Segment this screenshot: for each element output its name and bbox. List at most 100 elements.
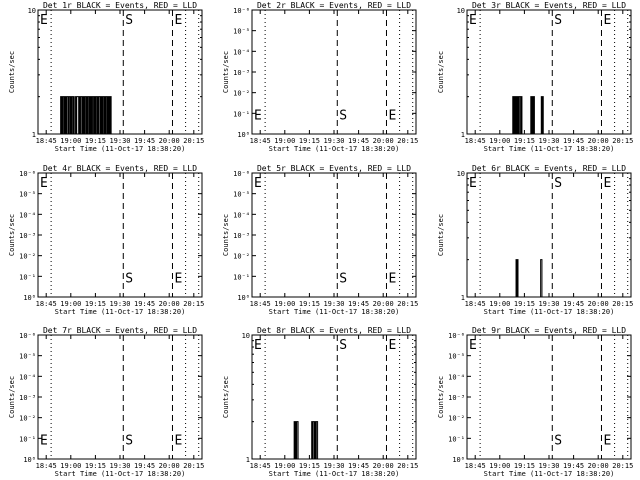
y-tick-label: 10⁻⁶ bbox=[448, 332, 465, 340]
x-tick-label: 20:00 bbox=[588, 300, 609, 308]
panel-title: Det 6r BLACK = Events, RED = LLD bbox=[472, 164, 626, 173]
marker-label-s: S bbox=[554, 13, 562, 28]
panel-det-3: Det 3r BLACK = Events, RED = LLD 1 10 Count… bbox=[437, 1, 633, 153]
y-tick-label: 10⁻³ bbox=[448, 394, 465, 402]
y-tick-label: 10⁰ bbox=[23, 456, 36, 464]
y-axis-label: Counts/sec bbox=[437, 214, 445, 256]
x-tick-label: 20:00 bbox=[588, 462, 609, 470]
x-tick-label: 19:00 bbox=[274, 462, 295, 470]
marker-label-s: S bbox=[125, 271, 133, 286]
events-series-line bbox=[515, 259, 544, 298]
x-tick-label: 20:15 bbox=[612, 300, 633, 308]
y-tick-label: 10⁻⁴ bbox=[233, 211, 250, 219]
y-tick-label: 10⁻¹ bbox=[233, 110, 250, 118]
x-tick-label: 19:00 bbox=[274, 137, 295, 145]
x-tick-label: 19:00 bbox=[60, 137, 81, 145]
x-tick-label: 19:00 bbox=[60, 300, 81, 308]
x-tick-label: 19:30 bbox=[323, 462, 344, 470]
y-tick-label: 10⁻² bbox=[19, 253, 36, 261]
marker-label-e: E bbox=[388, 271, 396, 286]
marker-label-e: E bbox=[469, 176, 477, 191]
x-axis-label: Start Time (11-Oct-17 18:38:20) bbox=[484, 145, 615, 153]
events-series-line bbox=[293, 421, 320, 460]
marker-label-e: E bbox=[254, 338, 262, 353]
x-tick-label: 19:30 bbox=[109, 137, 130, 145]
x-tick-label: 20:00 bbox=[588, 137, 609, 145]
y-tick-label: 10⁻² bbox=[233, 253, 250, 261]
marker-label-e: E bbox=[603, 176, 611, 191]
x-tick-label: 19:45 bbox=[134, 137, 155, 145]
x-tick-label: 18:45 bbox=[250, 300, 271, 308]
x-tick-label: 19:15 bbox=[514, 137, 535, 145]
x-tick-label: 20:15 bbox=[612, 137, 633, 145]
y-tick-label: 10 bbox=[242, 332, 250, 340]
y-tick-label: 10⁻¹ bbox=[448, 435, 465, 443]
panel-title: Det 8r BLACK = Events, RED = LLD bbox=[257, 326, 411, 335]
panel-title: Det 5r BLACK = Events, RED = LLD bbox=[257, 164, 411, 173]
x-tick-label: 19:15 bbox=[85, 137, 106, 145]
x-tick-label: 20:15 bbox=[397, 300, 418, 308]
y-tick-label: 10⁻⁵ bbox=[233, 191, 250, 199]
marker-label-e: E bbox=[603, 13, 611, 28]
x-axis-label: Start Time (11-Oct-17 18:38:20) bbox=[269, 470, 400, 478]
marker-label-e: E bbox=[174, 271, 182, 286]
y-tick-label: 10 bbox=[457, 170, 465, 178]
plot-frame bbox=[466, 9, 632, 135]
panel-det-4: Det 4r BLACK = Events, RED = LLD 10⁰ 10⁻¹ 1… bbox=[8, 164, 204, 316]
events-series-line bbox=[60, 96, 113, 135]
y-axis-label: Counts/sec bbox=[222, 214, 230, 256]
x-tick-label: 19:00 bbox=[60, 462, 81, 470]
y-tick-label: 10⁻⁴ bbox=[19, 373, 36, 381]
x-tick-label: 19:15 bbox=[299, 300, 320, 308]
x-tick-label: 18:45 bbox=[36, 137, 57, 145]
y-tick-label: 10⁻³ bbox=[233, 69, 250, 77]
x-tick-label: 19:15 bbox=[85, 300, 106, 308]
marker-label-e: E bbox=[388, 108, 396, 123]
panel-title: Det 9r BLACK = Events, RED = LLD bbox=[472, 326, 626, 335]
y-tick-label: 10⁻⁴ bbox=[233, 48, 250, 56]
y-tick-label: 1 bbox=[32, 131, 36, 139]
marker-label-e: E bbox=[40, 176, 48, 191]
marker-label-s: S bbox=[125, 13, 133, 28]
panel-det-6: Det 6r BLACK = Events, RED = LLD 1 10 Count… bbox=[437, 164, 633, 316]
y-tick-label: 1 bbox=[461, 131, 465, 139]
y-tick-label: 1 bbox=[461, 294, 465, 302]
y-tick-label: 10⁻² bbox=[19, 415, 36, 423]
x-tick-label: 19:15 bbox=[514, 462, 535, 470]
panel-det-9: Det 9r BLACK = Events, RED = LLD 10⁰ 10⁻¹ 1… bbox=[437, 326, 633, 478]
x-tick-label: 19:45 bbox=[348, 300, 369, 308]
panel-title: Det 3r BLACK = Events, RED = LLD bbox=[472, 1, 626, 10]
x-tick-label: 19:45 bbox=[563, 300, 584, 308]
y-axis-label: Counts/sec bbox=[8, 51, 16, 93]
x-tick-label: 20:00 bbox=[373, 137, 394, 145]
x-tick-label: 20:00 bbox=[159, 300, 180, 308]
x-tick-label: 20:15 bbox=[397, 462, 418, 470]
marker-label-s: S bbox=[125, 433, 133, 448]
x-tick-label: 20:15 bbox=[183, 137, 204, 145]
y-axis-label: Counts/sec bbox=[8, 376, 16, 418]
y-tick-label: 10⁰ bbox=[237, 294, 250, 302]
x-tick-label: 20:15 bbox=[612, 462, 633, 470]
marker-label-e: E bbox=[254, 176, 262, 191]
plot-frame bbox=[466, 172, 632, 298]
y-tick-label: 10⁻¹ bbox=[233, 273, 250, 281]
x-tick-label: 19:00 bbox=[489, 137, 510, 145]
x-axis-label: Start Time (11-Oct-17 18:38:20) bbox=[484, 470, 615, 478]
x-axis-label: Start Time (11-Oct-17 18:38:20) bbox=[484, 308, 615, 316]
y-tick-label: 10⁻⁶ bbox=[19, 332, 36, 340]
x-tick-label: 19:30 bbox=[538, 462, 559, 470]
panel-title: Det 1r BLACK = Events, RED = LLD bbox=[43, 1, 197, 10]
x-tick-label: 19:15 bbox=[299, 462, 320, 470]
marker-label-e: E bbox=[254, 108, 262, 123]
panel-det-7: Det 7r BLACK = Events, RED = LLD 10⁰ 10⁻¹ 1… bbox=[8, 326, 204, 478]
x-tick-label: 18:45 bbox=[250, 137, 271, 145]
y-tick-label: 10⁰ bbox=[23, 294, 36, 302]
marker-label-s: S bbox=[554, 176, 562, 191]
y-tick-label: 10⁻⁶ bbox=[19, 170, 36, 178]
y-tick-label: 10⁻² bbox=[448, 415, 465, 423]
y-tick-label: 10 bbox=[457, 7, 465, 15]
panel-det-1: Det 1r BLACK = Events, RED = LLD 1 10 Count… bbox=[8, 1, 204, 153]
x-axis-label: Start Time (11-Oct-17 18:38:20) bbox=[269, 308, 400, 316]
x-tick-label: 19:30 bbox=[323, 300, 344, 308]
